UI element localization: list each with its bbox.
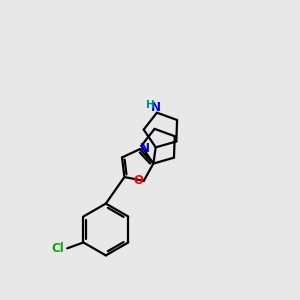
Text: O: O (134, 174, 144, 187)
Text: Cl: Cl (51, 242, 64, 255)
Text: H: H (146, 100, 155, 110)
Text: N: N (140, 142, 150, 155)
Text: N: N (150, 101, 161, 114)
